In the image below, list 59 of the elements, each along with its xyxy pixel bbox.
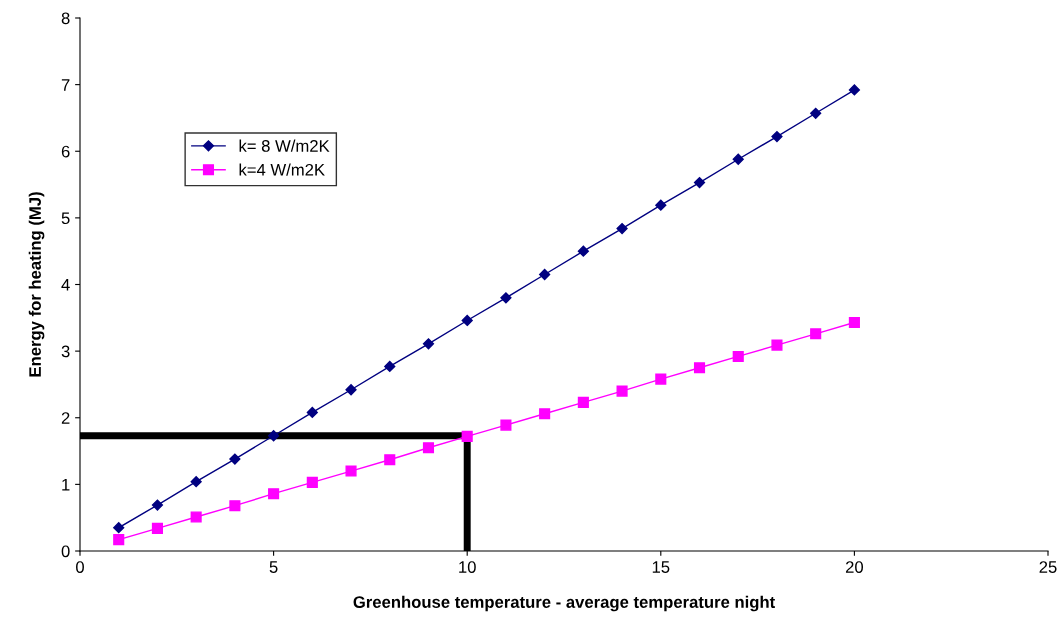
point: [306, 476, 318, 488]
legend-label: k= 8 W/m2K: [239, 139, 330, 152]
x-tick-label: 25: [1039, 561, 1057, 573]
legend-label: k=4 W/m2K: [239, 163, 325, 176]
point: [577, 245, 589, 257]
x-tick-label: 10: [459, 561, 476, 573]
point: [461, 430, 473, 442]
point: [384, 454, 396, 466]
x-tick-label: 0: [76, 561, 84, 573]
x-tick-label: 20: [845, 561, 864, 573]
point: [577, 396, 589, 408]
point: [810, 328, 822, 340]
point: [848, 84, 861, 96]
point: [732, 153, 744, 165]
y-tick-label: 1: [62, 478, 70, 491]
point: [616, 222, 628, 235]
y-tick-label: 5: [61, 212, 70, 225]
point: [113, 522, 125, 534]
point: [539, 268, 551, 281]
point: [151, 522, 163, 534]
point: [693, 176, 706, 189]
point: [500, 419, 512, 431]
point: [693, 362, 706, 374]
point: [151, 499, 164, 511]
point: [616, 385, 628, 397]
point: [268, 488, 280, 500]
point: [422, 338, 435, 350]
y-tick-label: 7: [61, 79, 70, 91]
point: [229, 500, 241, 512]
y-tick-label: 6: [61, 145, 70, 158]
point: [461, 314, 473, 327]
point: [190, 511, 202, 523]
point: [732, 350, 744, 363]
point: [848, 316, 860, 329]
y-axis-title: Energy for heating (MJ): [28, 192, 45, 377]
point: [771, 130, 783, 143]
point: [267, 430, 280, 442]
y-tick-label: 2: [61, 412, 70, 424]
point: [500, 292, 512, 304]
y-tick-label: 8: [61, 12, 70, 25]
x-tick-label: 15: [652, 561, 670, 573]
point: [306, 406, 318, 419]
point: [345, 465, 357, 477]
point: [655, 199, 667, 211]
point: [229, 453, 241, 465]
point: [113, 534, 125, 546]
point: [345, 384, 357, 396]
x-tick-label: 5: [269, 561, 278, 573]
point: [771, 339, 783, 351]
x-axis-title: Greenhouse temperature - average temperature night: [353, 595, 775, 612]
y-tick-label: 3: [61, 345, 70, 358]
point: [810, 107, 822, 119]
point: [539, 408, 551, 420]
point: [655, 373, 667, 385]
point: [384, 360, 396, 373]
y-tick-label: 0: [61, 545, 70, 558]
point: [190, 476, 202, 488]
y-tick-label: 4: [61, 279, 70, 291]
point: [422, 442, 435, 454]
